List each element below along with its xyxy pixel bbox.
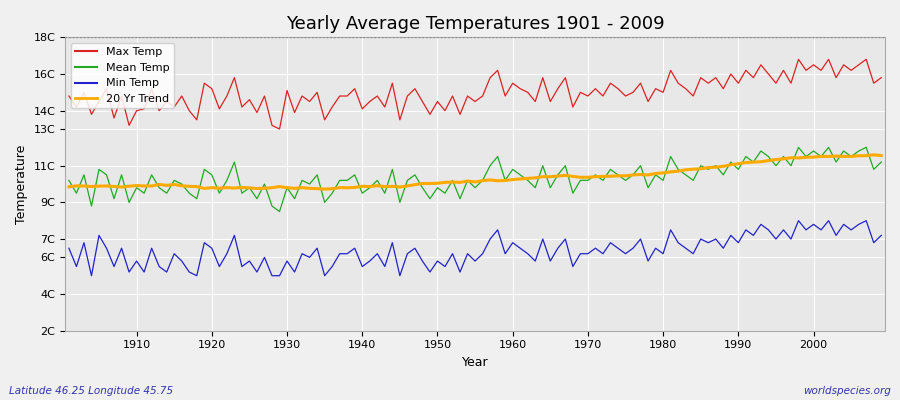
Text: worldspecies.org: worldspecies.org — [803, 386, 891, 396]
Legend: Max Temp, Mean Temp, Min Temp, 20 Yr Trend: Max Temp, Mean Temp, Min Temp, 20 Yr Tre… — [71, 43, 175, 108]
Text: Latitude 46.25 Longitude 45.75: Latitude 46.25 Longitude 45.75 — [9, 386, 173, 396]
Y-axis label: Temperature: Temperature — [15, 144, 28, 224]
X-axis label: Year: Year — [462, 356, 489, 369]
Title: Yearly Average Temperatures 1901 - 2009: Yearly Average Temperatures 1901 - 2009 — [286, 15, 664, 33]
